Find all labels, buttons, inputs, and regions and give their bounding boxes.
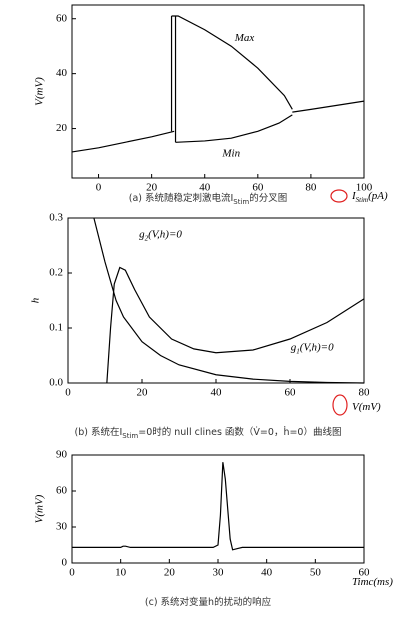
- plot-frame: [71, 4, 365, 179]
- x-tick-label: 20: [137, 387, 149, 399]
- x-tick-label: 100: [356, 182, 373, 194]
- caption-part: =0时的 null clines 函数（V̇=0，ḣ=0）曲线图: [138, 426, 341, 438]
- annotation-part: 1: [296, 347, 300, 355]
- x-axis-label-part: Timc(ms): [352, 576, 393, 588]
- caption-part: Stim: [122, 432, 138, 440]
- annotation: g1(V,h)=0: [291, 341, 334, 355]
- y-axis-label: h: [30, 297, 42, 303]
- curve: [71, 130, 175, 153]
- x-tick-label: 0: [69, 567, 75, 579]
- annotation: Max: [234, 31, 255, 43]
- highlight-circle: [332, 394, 348, 416]
- x-tick-label: 60: [359, 567, 371, 579]
- curve: [171, 15, 293, 110]
- x-axis-label-part: Stim: [356, 196, 368, 204]
- caption: (a) 系统随稳定刺激电流IStim的分叉图: [129, 192, 288, 207]
- curve: [175, 114, 293, 143]
- x-axis-label-part: V(mV): [352, 401, 381, 413]
- caption-part: (a) 系统随稳定刺激电流I: [129, 192, 234, 204]
- annotation-part: (V,h)=0: [300, 341, 334, 353]
- x-axis-label-part: (pA): [368, 190, 388, 202]
- highlight-circle: [330, 189, 348, 203]
- caption-part: 的分叉图: [249, 192, 287, 204]
- x-axis-label: Timc(ms): [352, 576, 393, 588]
- x-tick-label: 20: [164, 567, 176, 579]
- x-tick-label: 0: [96, 182, 102, 194]
- y-tick-label: 0.3: [49, 212, 63, 224]
- y-axis-label: V(mV): [34, 494, 46, 523]
- x-axis-label: V(mV): [352, 401, 381, 413]
- curve: [72, 462, 364, 551]
- x-tick-label: 60: [252, 182, 264, 194]
- y-tick-label: 0.1: [49, 322, 63, 334]
- caption-part: (b) 系统在I: [75, 426, 123, 438]
- curve: [292, 100, 365, 113]
- annotation-part: g: [139, 228, 145, 240]
- caption: (b) 系统在IStim=0时的 null clines 函数（V̇=0，ḣ=0…: [75, 426, 342, 441]
- x-tick-label: 10: [115, 567, 127, 579]
- curve: [93, 217, 365, 384]
- x-tick-label: 80: [359, 387, 371, 399]
- y-tick-label: 0.2: [49, 267, 63, 279]
- y-tick-label: 40: [56, 67, 68, 79]
- annotation-part: Max: [234, 31, 255, 43]
- x-axis-label-part: I: [351, 190, 357, 202]
- annotation-part: Min: [221, 147, 240, 159]
- x-tick-label: 60: [285, 387, 297, 399]
- x-tick-label: 40: [199, 182, 211, 194]
- y-tick-label: 0.0: [49, 377, 63, 389]
- annotation-part: 2: [145, 234, 149, 242]
- caption: (c) 系统对变量h的扰动的响应: [145, 596, 272, 608]
- x-tick-label: 0: [65, 387, 71, 399]
- y-tick-label: 90: [56, 449, 68, 461]
- annotation-part: g: [291, 341, 297, 353]
- x-tick-label: 80: [305, 182, 317, 194]
- y-tick-label: 30: [56, 521, 68, 533]
- annotation: Min: [221, 147, 240, 159]
- x-tick-label: 40: [211, 387, 223, 399]
- caption-part: (c) 系统对变量h的扰动的响应: [145, 596, 272, 608]
- y-tick-label: 0: [62, 557, 68, 569]
- annotation-part: (V,h)=0: [148, 228, 182, 240]
- x-tick-label: 20: [146, 182, 158, 194]
- curve: [106, 266, 365, 384]
- y-tick-label: 60: [56, 12, 68, 24]
- x-tick-label: 50: [310, 567, 322, 579]
- y-tick-label: 60: [56, 485, 68, 497]
- y-axis-label: V(mV): [34, 77, 46, 106]
- caption-part: Stim: [233, 198, 249, 206]
- plot-frame: [71, 454, 365, 564]
- annotation: g2(V,h)=0: [139, 228, 182, 242]
- x-tick-label: 40: [261, 567, 273, 579]
- x-tick-label: 30: [213, 567, 225, 579]
- x-axis-label: IStim(pA): [351, 190, 388, 204]
- y-tick-label: 20: [56, 122, 68, 134]
